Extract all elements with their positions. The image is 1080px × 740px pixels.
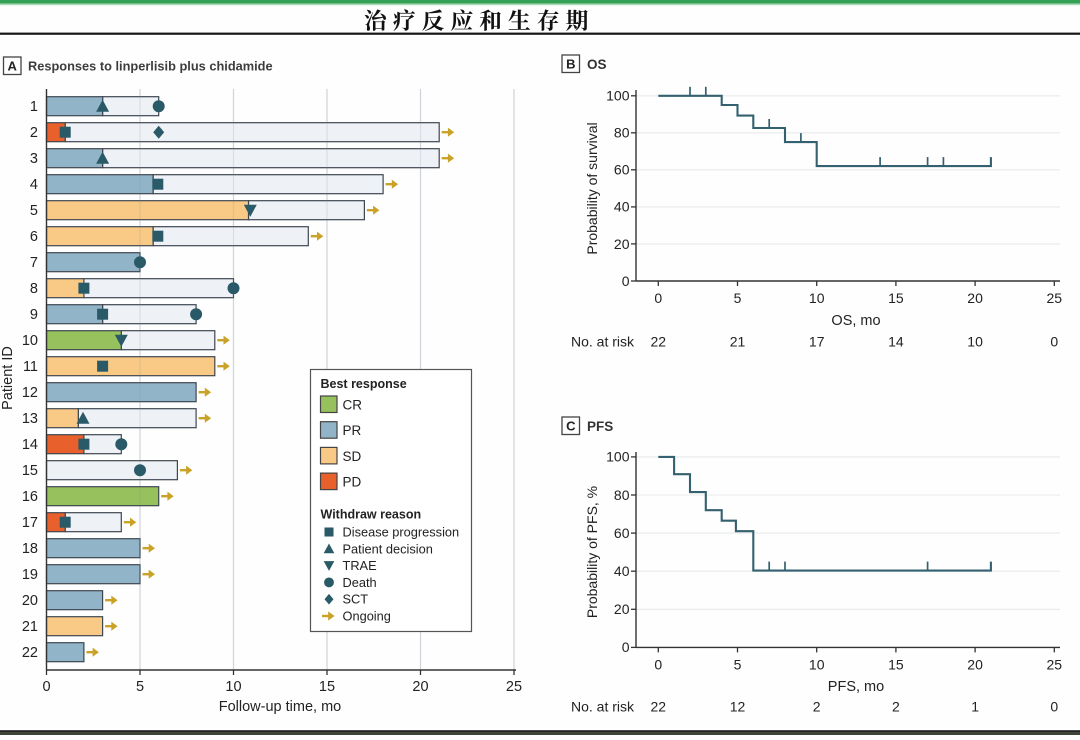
svg-text:22: 22 <box>651 699 667 715</box>
svg-text:0: 0 <box>42 679 50 695</box>
svg-text:20: 20 <box>22 593 38 609</box>
svg-text:40: 40 <box>614 199 630 215</box>
svg-text:25: 25 <box>1047 290 1063 306</box>
svg-text:Best response: Best response <box>321 377 407 391</box>
svg-text:Withdraw reason: Withdraw reason <box>321 508 422 522</box>
svg-text:40: 40 <box>614 563 630 579</box>
svg-text:B: B <box>566 57 575 72</box>
svg-text:20: 20 <box>967 290 983 306</box>
svg-text:15: 15 <box>22 463 38 479</box>
svg-text:20: 20 <box>614 601 630 617</box>
svg-text:Patient ID: Patient ID <box>0 346 16 410</box>
svg-text:1: 1 <box>971 699 979 715</box>
svg-text:2: 2 <box>892 699 900 715</box>
svg-text:25: 25 <box>506 679 522 695</box>
svg-text:10: 10 <box>225 679 241 695</box>
svg-text:5: 5 <box>30 203 38 219</box>
svg-text:Probability of PFS, %: Probability of PFS, % <box>584 486 600 618</box>
svg-text:CR: CR <box>343 398 363 413</box>
svg-text:4: 4 <box>30 177 38 193</box>
svg-text:No. at risk: No. at risk <box>571 699 635 715</box>
svg-text:PFS, mo: PFS, mo <box>828 679 884 695</box>
svg-text:14: 14 <box>22 437 38 453</box>
svg-text:Ongoing: Ongoing <box>343 609 391 624</box>
svg-text:22: 22 <box>22 645 38 661</box>
svg-text:21: 21 <box>730 334 746 350</box>
svg-text:A: A <box>8 59 18 74</box>
svg-text:3: 3 <box>30 151 38 167</box>
svg-text:80: 80 <box>614 125 630 141</box>
svg-text:19: 19 <box>22 567 38 583</box>
svg-text:0: 0 <box>1050 699 1058 715</box>
svg-text:0: 0 <box>622 273 630 289</box>
svg-text:5: 5 <box>734 657 742 673</box>
svg-text:9: 9 <box>30 307 38 323</box>
svg-text:15: 15 <box>888 657 904 673</box>
svg-text:18: 18 <box>22 541 38 557</box>
svg-text:16: 16 <box>22 489 38 505</box>
svg-text:100: 100 <box>606 449 630 465</box>
svg-text:Follow-up time, mo: Follow-up time, mo <box>219 699 341 715</box>
svg-text:8: 8 <box>30 281 38 297</box>
svg-text:12: 12 <box>22 385 38 401</box>
svg-text:10: 10 <box>967 334 983 350</box>
svg-text:60: 60 <box>614 162 630 178</box>
svg-text:0: 0 <box>654 657 662 673</box>
svg-text:5: 5 <box>734 290 742 306</box>
svg-text:10: 10 <box>809 657 825 673</box>
svg-text:SD: SD <box>343 449 362 464</box>
svg-text:12: 12 <box>730 699 746 715</box>
svg-text:10: 10 <box>22 333 38 349</box>
svg-text:10: 10 <box>809 290 825 306</box>
svg-text:Probability of survival: Probability of survival <box>584 122 600 254</box>
svg-text:7: 7 <box>30 255 38 271</box>
svg-text:TRAE: TRAE <box>343 558 377 573</box>
svg-text:PR: PR <box>343 423 362 438</box>
svg-text:6: 6 <box>30 229 38 245</box>
svg-text:15: 15 <box>319 679 335 695</box>
svg-text:Responses to linperlisib plus: Responses to linperlisib plus chidamide <box>28 59 273 74</box>
svg-text:14: 14 <box>888 334 904 350</box>
svg-text:17: 17 <box>22 515 38 531</box>
svg-text:Disease progression: Disease progression <box>343 525 460 540</box>
svg-text:0: 0 <box>1050 334 1058 350</box>
svg-text:21: 21 <box>22 619 38 635</box>
svg-text:Patient decision: Patient decision <box>343 541 433 556</box>
svg-text:PFS: PFS <box>587 419 613 434</box>
svg-text:25: 25 <box>1047 657 1063 673</box>
svg-text:2: 2 <box>813 699 821 715</box>
svg-text:No. at risk: No. at risk <box>571 334 635 350</box>
svg-text:C: C <box>566 419 576 434</box>
svg-text:0: 0 <box>622 639 630 655</box>
svg-text:20: 20 <box>412 679 428 695</box>
svg-text:1: 1 <box>30 99 38 115</box>
svg-text:Death: Death <box>343 575 377 590</box>
svg-text:11: 11 <box>23 359 38 375</box>
svg-text:20: 20 <box>614 236 630 252</box>
svg-text:13: 13 <box>22 411 38 427</box>
svg-text:60: 60 <box>614 525 630 541</box>
svg-text:20: 20 <box>967 657 983 673</box>
svg-text:PD: PD <box>343 475 362 490</box>
svg-text:SCT: SCT <box>343 592 369 607</box>
svg-text:5: 5 <box>136 679 144 695</box>
svg-text:0: 0 <box>654 290 662 306</box>
svg-text:22: 22 <box>651 334 667 350</box>
svg-text:15: 15 <box>888 290 904 306</box>
svg-text:17: 17 <box>809 334 825 350</box>
svg-text:100: 100 <box>606 88 630 104</box>
svg-text:2: 2 <box>30 125 38 141</box>
svg-text:OS: OS <box>587 57 607 72</box>
svg-text:OS, mo: OS, mo <box>831 313 880 329</box>
svg-text:80: 80 <box>614 487 630 503</box>
